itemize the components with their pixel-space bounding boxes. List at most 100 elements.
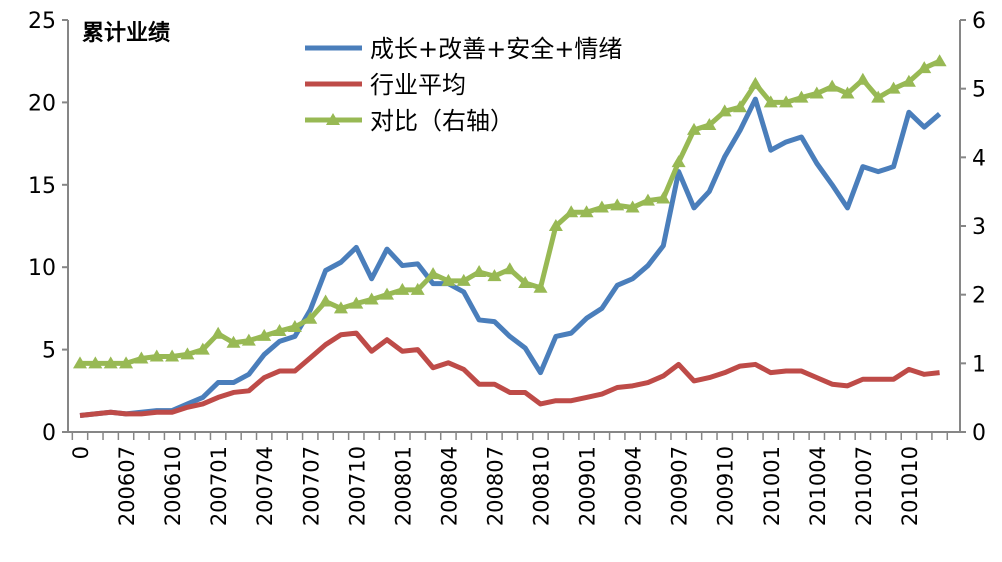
data-point-marker: [779, 95, 794, 108]
data-point-marker: [165, 349, 180, 362]
right-tick-label: 0: [972, 421, 986, 446]
data-point-marker: [195, 342, 210, 355]
left-tick-label: 25: [28, 9, 56, 34]
right-tick-label: 2: [972, 284, 986, 309]
data-point-marker: [241, 333, 256, 346]
data-point-marker: [610, 198, 625, 211]
x-tick-label: 201001: [760, 446, 784, 526]
data-point-marker: [518, 275, 533, 288]
x-tick-label: 200701: [207, 446, 231, 526]
data-point-marker: [687, 122, 701, 135]
data-point-marker: [103, 356, 118, 369]
data-point-marker: [548, 219, 563, 231]
data-point-marker: [149, 349, 164, 362]
x-tick-label: 201010: [898, 446, 922, 526]
x-tick-label: 200710: [345, 446, 369, 526]
x-tick-label: 200804: [437, 446, 461, 526]
data-point-marker: [226, 335, 241, 348]
x-tick-label: 0: [69, 446, 93, 459]
data-point-marker: [702, 118, 717, 131]
data-point-marker: [886, 81, 901, 94]
data-point-marker: [733, 100, 748, 113]
chart-title: 累计业绩: [82, 20, 170, 46]
x-tick-label: 200910: [714, 446, 738, 526]
data-point-marker: [441, 273, 456, 286]
data-point-marker: [426, 267, 441, 280]
x-tick-label: 200807: [483, 446, 507, 526]
data-point-marker: [671, 155, 686, 168]
x-tick-label: 200801: [391, 446, 415, 526]
right-tick-label: 6: [972, 9, 986, 34]
x-tick-label: 200610: [161, 446, 185, 526]
data-point-marker: [287, 319, 302, 332]
data-point-marker: [840, 86, 855, 99]
data-point-marker: [871, 90, 886, 103]
data-point-marker: [134, 351, 149, 364]
data-point-marker: [456, 273, 471, 286]
x-tick-label: 200707: [299, 446, 323, 526]
data-point-marker: [410, 282, 425, 295]
legend-marker: [326, 113, 340, 125]
series-line-0: [79, 96, 942, 419]
legend-label: 对比（右轴）: [370, 107, 514, 135]
x-tick-label: 200904: [622, 446, 646, 526]
data-point-marker: [625, 200, 640, 213]
data-point-marker: [502, 262, 517, 275]
data-point-marker: [640, 193, 655, 206]
right-tick-label: 3: [972, 215, 986, 240]
data-point-marker: [487, 269, 502, 282]
left-tick-label: 20: [28, 91, 56, 116]
left-tick-label: 15: [28, 174, 56, 199]
data-point-marker: [901, 74, 916, 87]
data-point-marker: [533, 280, 548, 293]
right-tick-label: 4: [972, 146, 986, 171]
data-point-marker: [809, 86, 824, 99]
x-tick-label: 201007: [852, 446, 876, 526]
data-point-marker: [272, 324, 287, 337]
axes: 0 5 10 15 20 25 0 1 2 3 4 5 6 0 200607 200610 200701 2007…: [28, 9, 986, 526]
data-point-marker: [88, 356, 103, 369]
data-point-marker: [349, 296, 364, 309]
data-point-marker: [594, 200, 609, 213]
data-point-marker: [825, 79, 840, 92]
x-tick-label: 200901: [576, 446, 600, 526]
data-point-marker: [180, 347, 195, 360]
series-line-1: [79, 330, 940, 419]
data-point-marker: [717, 104, 732, 117]
data-point-marker: [257, 328, 272, 341]
data-point-marker: [303, 311, 318, 324]
data-point-marker: [763, 95, 778, 108]
series-lines: [73, 54, 947, 419]
data-point-marker: [211, 326, 226, 339]
data-point-marker: [364, 292, 379, 305]
right-tick-label: 5: [972, 78, 986, 103]
data-point-marker: [564, 205, 579, 218]
left-tick-label: 5: [42, 339, 56, 364]
x-tick-label: 200704: [253, 446, 277, 526]
data-point-marker: [579, 205, 594, 218]
right-tick-label: 1: [972, 352, 986, 377]
data-point-marker: [472, 265, 487, 278]
data-point-marker: [380, 287, 394, 300]
data-point-marker: [656, 191, 671, 204]
x-tick-label: 200907: [668, 446, 692, 526]
data-point-marker: [333, 301, 348, 314]
data-point-marker: [855, 72, 870, 85]
left-tick-label: 10: [28, 256, 56, 281]
data-point-marker: [73, 356, 87, 369]
legend-label: 行业平均: [370, 71, 466, 99]
data-point-marker: [395, 282, 410, 295]
x-tick-label: 201004: [806, 446, 830, 526]
data-point-marker: [318, 294, 333, 307]
data-point-marker: [794, 90, 809, 103]
data-point-marker: [748, 76, 763, 89]
legend-label: 成长+改善+安全+情绪: [370, 35, 622, 63]
data-point-marker: [119, 356, 134, 369]
data-point-marker: [917, 61, 932, 74]
x-tick-label: 200810: [530, 446, 554, 526]
x-tick-label: 200607: [115, 446, 139, 526]
left-tick-label: 0: [42, 421, 56, 446]
